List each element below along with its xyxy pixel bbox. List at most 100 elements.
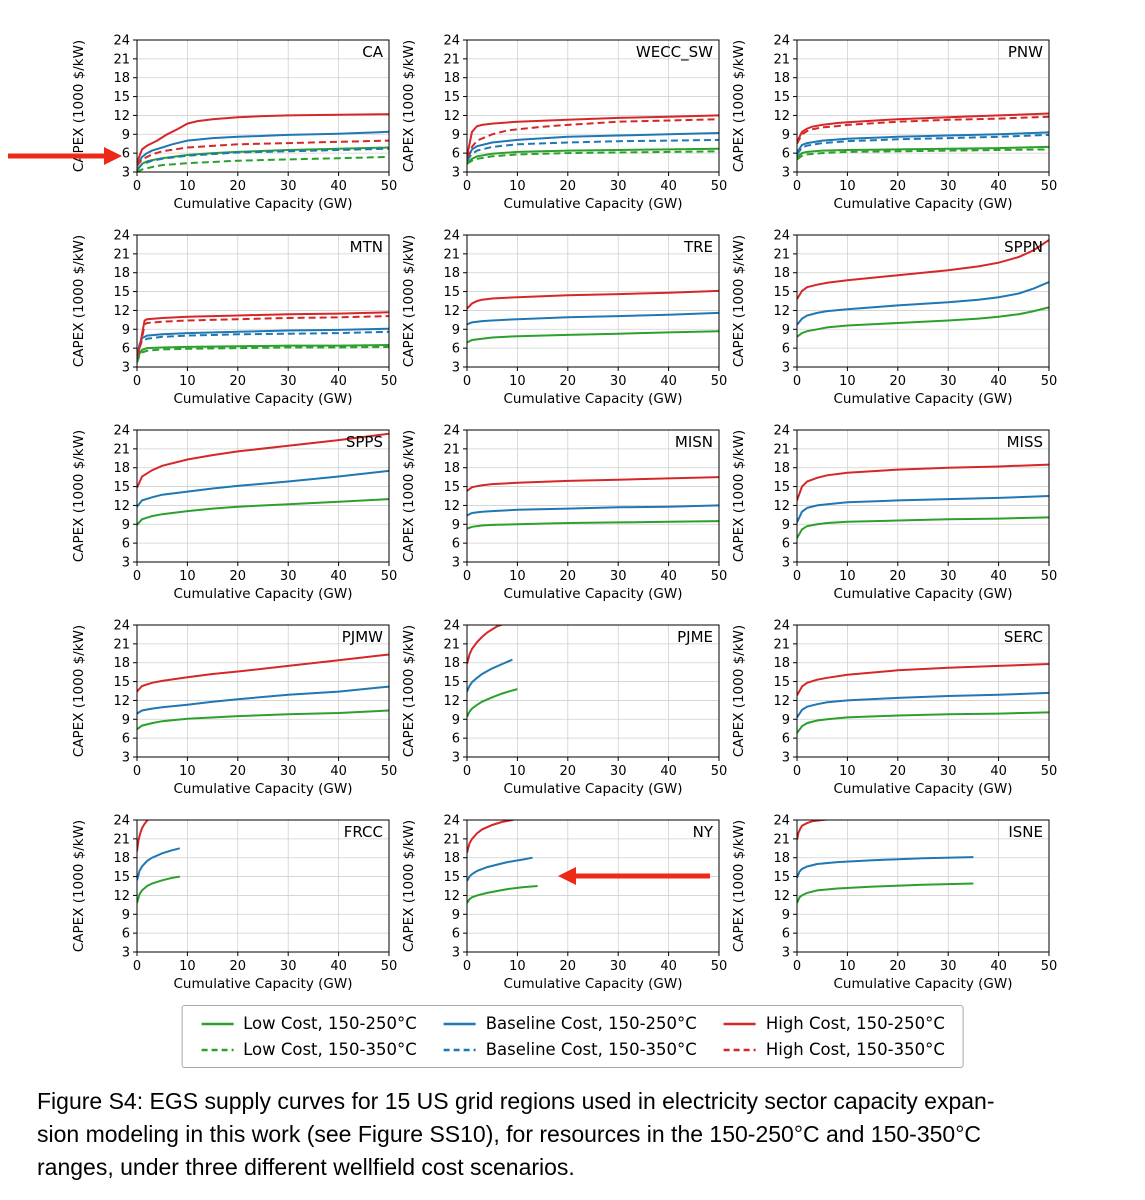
series-line [797,145,1049,158]
x-tick-label: 50 [381,764,398,779]
x-tick-label: 20 [560,569,577,584]
y-tick-label: 6 [452,732,460,747]
y-tick-label: 9 [122,323,130,338]
series-line [137,469,389,508]
legend-label: Low Cost, 150-250°C [243,1014,417,1033]
y-tick-label: 9 [452,713,460,728]
x-tick-label: 50 [711,374,728,389]
series-line [467,289,719,310]
x-tick-label: 10 [839,374,856,389]
subplot-SERC: 0 10 20 30 40 50 3 6 9 12 15 18 21 24 Cumulative Capac… [731,619,1057,798]
y-tick-label: 21 [443,247,460,262]
x-tick-label: 20 [560,764,577,779]
x-axis-label: Cumulative Capacity (GW) [504,976,683,992]
legend-item: High Cost, 150-250°C [723,1014,945,1033]
series-line [467,330,719,344]
x-tick-label: 50 [711,764,728,779]
y-axis-label: CAPEX (1000 $/kW) [731,40,747,172]
x-tick-label: 40 [660,569,677,584]
y-tick-label: 24 [773,814,790,829]
y-tick-label: 15 [773,870,790,885]
y-tick-label: 21 [773,247,790,262]
x-tick-label: 40 [660,959,677,974]
y-tick-label: 6 [452,927,460,942]
series-line [137,709,389,731]
y-axis-label: CAPEX (1000 $/kW) [731,430,747,562]
y-tick-label: 21 [773,52,790,67]
series-line [797,495,1049,523]
x-tick-label: 0 [133,179,141,194]
y-tick-label: 6 [122,147,130,162]
caption-line-3: ranges, under three different wellfield … [37,1153,575,1180]
y-tick-label: 18 [443,71,460,86]
series-line [467,118,719,159]
y-axis-label: CAPEX (1000 $/kW) [731,235,747,367]
y-tick-label: 9 [452,908,460,923]
x-tick-label: 30 [280,179,297,194]
series-line [137,327,389,358]
y-tick-label: 9 [122,713,130,728]
y-tick-label: 21 [443,442,460,457]
y-tick-label: 12 [773,109,790,124]
caption-line-1: Figure S4: EGS supply curves for 15 US g… [37,1088,995,1114]
y-tick-label: 21 [443,52,460,67]
series-line [467,132,719,160]
x-tick-label: 20 [890,374,907,389]
series-line [467,476,719,492]
x-tick-label: 50 [711,569,728,584]
x-tick-label: 0 [463,959,471,974]
series-line [467,311,719,326]
y-tick-label: 21 [773,832,790,847]
x-axis-label: Cumulative Capacity (GW) [174,781,353,797]
y-tick-label: 9 [782,323,790,338]
x-tick-label: 40 [330,179,347,194]
y-tick-label: 24 [113,619,130,634]
x-tick-label: 30 [940,959,957,974]
x-tick-label: 10 [509,374,526,389]
legend-item: Baseline Cost, 150-350°C [443,1040,697,1059]
y-tick-label: 6 [782,342,790,357]
x-axis-label: Cumulative Capacity (GW) [174,976,353,992]
x-axis-label: Cumulative Capacity (GW) [834,391,1013,407]
series-line [797,112,1049,143]
subplot-PJMW: 0 10 20 30 40 50 3 6 9 12 15 18 21 24 Cumulative Capac… [71,619,398,798]
y-tick-label: 9 [782,713,790,728]
region-label: SPPN [1004,238,1043,256]
y-tick-label: 15 [113,480,130,495]
x-tick-label: 10 [509,569,526,584]
y-tick-label: 3 [782,946,790,961]
y-axis-label: CAPEX (1000 $/kW) [401,820,417,952]
y-tick-label: 12 [113,694,130,709]
x-tick-label: 10 [179,569,196,584]
series-line [137,315,389,358]
region-label: SERC [1004,628,1043,646]
series-line [467,138,719,162]
y-tick-label: 6 [452,147,460,162]
series-line [137,875,180,904]
x-tick-label: 30 [280,374,297,389]
y-tick-label: 18 [113,461,130,476]
y-tick-label: 3 [782,361,790,376]
subplot-PNW: 0 10 20 30 40 50 3 6 9 12 15 18 21 24 Cumulative Capac… [731,34,1057,213]
y-tick-label: 6 [782,147,790,162]
series-line [797,663,1049,696]
series-line [797,281,1049,326]
x-tick-label: 10 [509,179,526,194]
x-tick-label: 20 [560,179,577,194]
x-tick-label: 0 [463,374,471,389]
y-tick-label: 6 [452,537,460,552]
x-tick-label: 20 [890,569,907,584]
series-line [467,504,719,517]
y-tick-label: 21 [773,442,790,457]
x-tick-label: 50 [1041,959,1058,974]
series-line [467,885,538,904]
x-tick-label: 20 [230,764,247,779]
x-tick-label: 20 [230,959,247,974]
y-tick-label: 24 [443,424,460,439]
x-tick-label: 40 [660,179,677,194]
x-axis-label: Cumulative Capacity (GW) [834,586,1013,602]
y-tick-label: 15 [113,870,130,885]
y-tick-label: 9 [452,323,460,338]
y-tick-label: 12 [113,889,130,904]
legend-label: Baseline Cost, 150-350°C [485,1040,697,1059]
